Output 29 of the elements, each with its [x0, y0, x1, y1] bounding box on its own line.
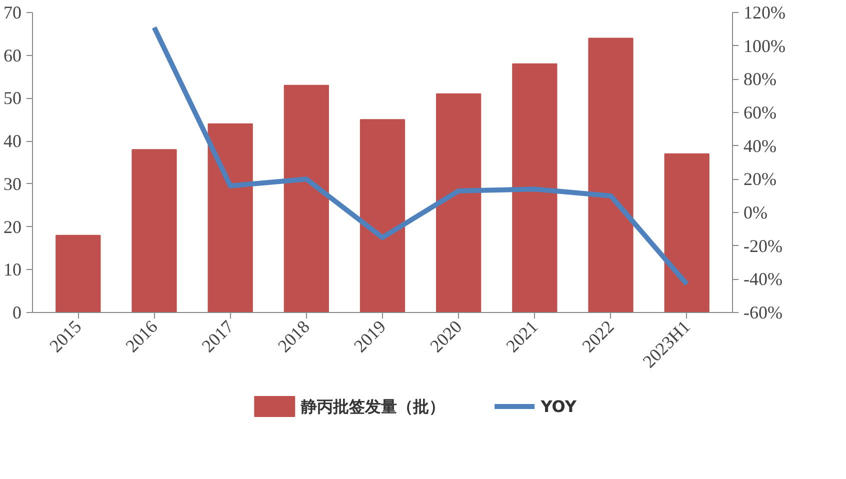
y2-tick-label: 20% — [744, 169, 776, 190]
y2-tick-label: 60% — [744, 102, 776, 122]
y2-tick-label: -40% — [744, 269, 782, 290]
bar — [208, 123, 253, 312]
bar — [360, 119, 406, 312]
y-tick-label: 0 — [12, 302, 22, 322]
bar — [512, 63, 558, 312]
y2-tick-label: -60% — [744, 302, 782, 322]
y-tick-label: 10 — [4, 260, 22, 280]
y2-tick-label: 120% — [744, 2, 786, 22]
bar — [132, 149, 177, 312]
y-tick-label: 70 — [4, 2, 22, 22]
y2-tick-label: -20% — [744, 236, 782, 256]
y-tick-label: 30 — [4, 174, 22, 194]
y-tick-label: 40 — [4, 131, 22, 152]
y-tick-label: 20 — [4, 216, 22, 237]
legend-label: 静丙批签发量（批） — [300, 397, 445, 416]
y2-tick-label: 100% — [744, 36, 786, 56]
y2-tick-label: 40% — [744, 136, 776, 156]
y-tick-label: 60 — [4, 45, 22, 66]
bar — [56, 234, 101, 312]
bar — [436, 93, 482, 312]
y2-tick-label: 80% — [744, 69, 776, 90]
bar — [284, 84, 329, 312]
bar — [664, 153, 710, 312]
y-tick-label: 50 — [4, 88, 22, 108]
legend-label: YOY — [540, 397, 577, 416]
bar — [588, 38, 634, 312]
y2-tick-label: 0% — [744, 202, 768, 222]
